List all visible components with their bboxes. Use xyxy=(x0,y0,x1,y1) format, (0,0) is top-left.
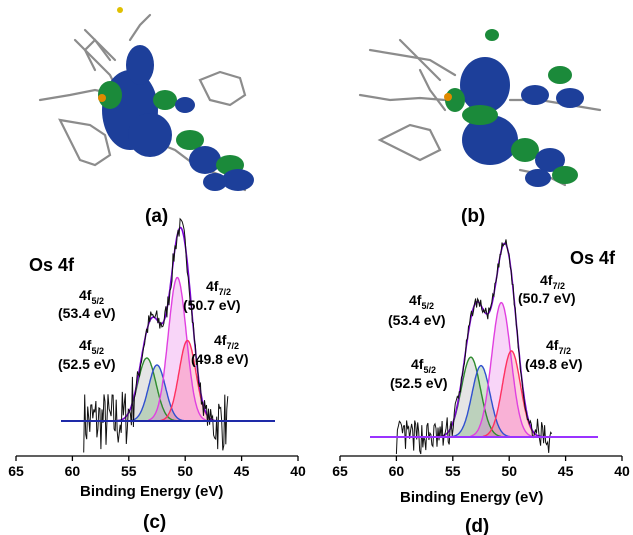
peak-label-d-3-energy: (50.7 eV) xyxy=(518,290,576,306)
annotations-d: 4f5/2 (53.4 eV) 4f5/2 (52.5 eV) 4f7/2 (5… xyxy=(388,272,583,391)
raw-data-c xyxy=(83,217,229,453)
peak-label-d-4-energy: (49.8 eV) xyxy=(525,356,583,372)
x-ticks-d: 65 60 55 50 45 40 xyxy=(332,456,630,479)
xps-chart-c: Os 4f 65 60 55 50 45 40 Binding Energy (eV) 4… xyxy=(8,217,306,533)
peak-label-d-4-orbital: 4f7/2 xyxy=(546,337,571,356)
peak-label-c-2-orbital: 4f5/2 xyxy=(79,337,104,356)
x-ticks-c: 65 60 55 50 45 40 xyxy=(8,456,306,479)
peak-label-d-3-orbital: 4f7/2 xyxy=(540,272,565,291)
peak-curve-d-3 xyxy=(470,301,532,437)
peak-label-c-1-energy: (53.4 eV) xyxy=(58,305,116,321)
peak-curve-d-2 xyxy=(451,364,510,438)
x-tick-label-d-55: 55 xyxy=(445,463,461,479)
panel-label-d: (d) xyxy=(465,516,489,535)
peak-label-d-2-orbital: 4f5/2 xyxy=(411,356,436,375)
annotations-c: 4f5/2 (53.4 eV) 4f5/2 (52.5 eV) 4f7/2 (5… xyxy=(58,278,249,372)
x-tick-label-d-45: 45 xyxy=(558,463,574,479)
peak-label-d-2-energy: (52.5 eV) xyxy=(390,375,448,391)
orbital-plot-a xyxy=(38,7,254,192)
peak-label-d-1-energy: (53.4 eV) xyxy=(388,312,446,328)
panel-label-c: (c) xyxy=(143,512,166,533)
peak-label-c-2-energy: (52.5 eV) xyxy=(58,356,116,372)
panel-label-b: (b) xyxy=(461,206,485,227)
x-tick-label-c-65: 65 xyxy=(8,463,24,479)
orbital-lobes-b xyxy=(444,29,584,187)
x-tick-label-c-50: 50 xyxy=(177,463,193,479)
x-axis-title-c: Binding Energy (eV) xyxy=(80,483,223,500)
chart-title-d: Os 4f xyxy=(570,248,616,268)
x-tick-label-d-50: 50 xyxy=(501,463,517,479)
peak-curve-c-2 xyxy=(129,364,185,422)
xps-chart-d: Os 4f 65 60 55 50 45 40 Binding Energy (eV) 4… xyxy=(332,239,630,535)
orbital-plot-b xyxy=(358,29,602,187)
orbital-lobes-a xyxy=(98,7,254,191)
x-tick-label-d-60: 60 xyxy=(389,463,405,479)
x-tick-label-d-40: 40 xyxy=(614,463,630,479)
x-tick-label-c-40: 40 xyxy=(290,463,306,479)
peak-label-c-4-energy: (49.8 eV) xyxy=(191,351,249,367)
peak-label-c-3-orbital: 4f7/2 xyxy=(206,278,231,297)
chart-title-c: Os 4f xyxy=(29,255,75,275)
x-axis-title-d: Binding Energy (eV) xyxy=(400,489,543,506)
panel-label-a: (a) xyxy=(145,206,168,227)
x-tick-label-d-65: 65 xyxy=(332,463,348,479)
peak-curve-c-3 xyxy=(148,276,207,421)
x-tick-label-c-55: 55 xyxy=(121,463,137,479)
x-tick-label-c-45: 45 xyxy=(234,463,250,479)
peak-label-c-4-orbital: 4f7/2 xyxy=(214,332,239,351)
x-tick-label-c-60: 60 xyxy=(65,463,81,479)
peak-label-c-1-orbital: 4f5/2 xyxy=(79,287,104,306)
peak-label-c-3-energy: (50.7 eV) xyxy=(183,297,241,313)
peak-label-d-1-orbital: 4f5/2 xyxy=(409,292,434,311)
